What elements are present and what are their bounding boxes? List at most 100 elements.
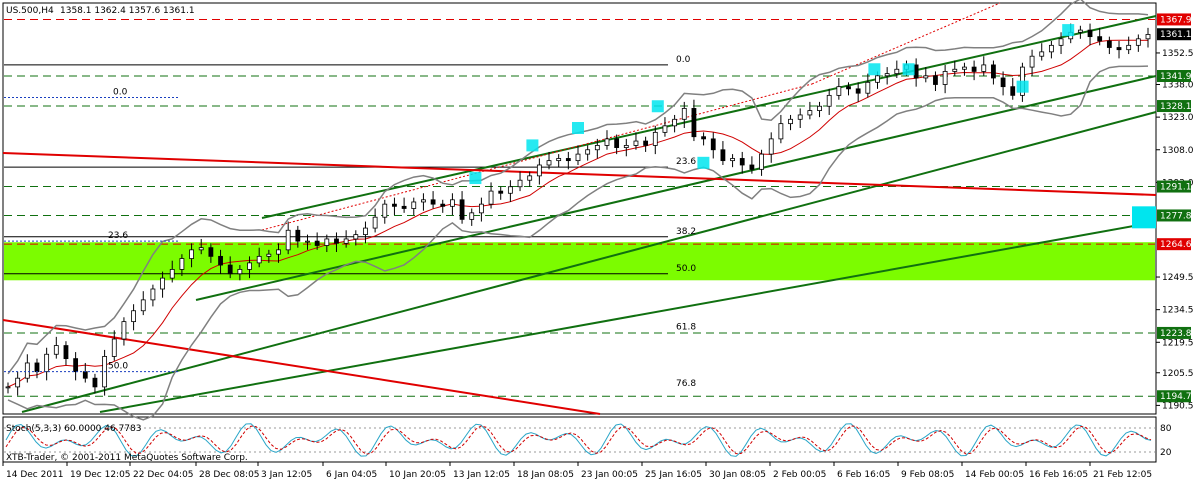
candle-body: [334, 238, 339, 244]
candle-body: [604, 138, 610, 146]
highlight-marker: [1132, 206, 1156, 229]
highlight-marker: [868, 63, 881, 76]
candle-body: [411, 201, 417, 209]
highlight-marker: [651, 100, 664, 113]
level-tag-label: 1223.8: [1160, 329, 1192, 339]
stoch-k-line: [5, 423, 1152, 457]
level-tag: [1157, 70, 1191, 83]
highlight-marker: [1016, 80, 1029, 93]
level-tag-label: 1291.1: [1160, 183, 1192, 193]
candle-body: [73, 358, 79, 373]
candle-body: [498, 190, 504, 194]
current-price-tag: [1157, 28, 1191, 41]
level-tag: [1157, 390, 1191, 403]
candle-body: [1048, 44, 1054, 53]
candle-body: [208, 247, 214, 257]
x-tick-label: 13 Jan 12:05: [453, 470, 510, 480]
x-tick-label: 6 Jan 04:05: [326, 470, 377, 480]
level-tag: [1157, 238, 1191, 251]
cyan-highlights: [469, 24, 1156, 229]
candle-body: [1058, 38, 1064, 46]
y-tick-label: 1205.5: [1162, 369, 1194, 379]
candle-body: [546, 160, 552, 166]
candle-body: [971, 66, 977, 72]
level-tag-label: 1277.8: [1160, 211, 1192, 221]
candle-body: [865, 81, 871, 94]
candle-body: [44, 353, 50, 373]
candle-body: [314, 240, 320, 246]
stochastic-panel: [2, 416, 1157, 463]
x-tick-label: 6 Feb 16:05: [837, 470, 890, 480]
candle-body: [749, 164, 755, 170]
level-tag-label: 1328.1: [1160, 102, 1192, 112]
candle-body: [5, 386, 11, 389]
candle-body: [459, 199, 465, 220]
stochastic-lines: 80 20: [4, 423, 1172, 458]
candle-body: [266, 253, 272, 257]
fibo-label: 0.0: [676, 55, 691, 65]
candle-body: [92, 377, 98, 388]
candle-body: [111, 338, 117, 357]
candle-body: [701, 136, 706, 140]
support-zone: [4, 242, 1155, 281]
candle-body: [981, 64, 987, 72]
candle-body: [730, 158, 735, 162]
lower-band: [7, 65, 1149, 421]
candle-body: [556, 158, 562, 162]
fibo-label: 50.0: [676, 264, 696, 274]
candle-body: [15, 377, 21, 388]
candle-body: [198, 247, 204, 251]
candle-body: [565, 158, 571, 162]
candle-body: [1106, 40, 1112, 48]
candle-body: [710, 138, 716, 151]
fibo-label: 76.8: [676, 379, 696, 389]
level-tag-label: 1367.9: [1160, 15, 1192, 25]
candle-body: [430, 199, 436, 205]
candle-body: [140, 299, 146, 312]
candle-body: [633, 140, 639, 146]
candle-body: [527, 175, 533, 181]
y-tick-label: 1190.5: [1162, 401, 1194, 411]
level-tag-label: 1194.7: [1160, 392, 1192, 402]
candle-body: [218, 255, 223, 266]
highlight-marker: [469, 172, 482, 185]
candle-body: [63, 345, 69, 360]
candle-body: [778, 123, 784, 140]
candle-body: [1000, 77, 1006, 88]
candle-body: [82, 371, 88, 379]
candle-body: [1029, 55, 1035, 68]
y-tick-label: 1234.5: [1162, 306, 1194, 316]
main-plot-area: [2, 2, 1157, 415]
x-tick-label: 22 Dec 04:05: [133, 470, 194, 480]
candle-body: [421, 199, 426, 203]
candle-body: [933, 75, 938, 85]
candle-body: [401, 205, 407, 209]
copyright: XTB-Trader, © 2001-2011 MetaQuotes Softw…: [6, 453, 248, 463]
candle-body: [276, 249, 281, 255]
candle-body: [875, 75, 880, 83]
candle-body: [34, 362, 40, 373]
x-tick-label: 14 Feb 00:05: [965, 470, 1024, 480]
candle-body: [24, 362, 30, 379]
candle-body: [1126, 44, 1132, 51]
candle-body: [952, 68, 958, 72]
candle-body: [797, 114, 803, 120]
candle-body: [836, 86, 842, 96]
x-tick-label: 23 Jan 00:05: [581, 470, 638, 480]
fibo-label: 23.6: [108, 231, 128, 241]
level-tag: [1157, 100, 1191, 113]
level-tag: [1157, 326, 1191, 339]
candle-body: [372, 216, 378, 229]
x-tick-label: 14 Dec 2011: [6, 470, 64, 480]
ohlc-readout: 1358.1 1362.4 1357.6 1361.1: [60, 6, 195, 16]
candle-body: [768, 138, 774, 155]
stoch-tick-label: 80: [1160, 424, 1172, 434]
candle-body: [440, 203, 446, 207]
candle-body: [189, 249, 194, 259]
stochastic-label: Stoch(5,3,3) 60.0000 46.7783: [6, 424, 141, 434]
candle-body: [855, 88, 861, 94]
level-tag: [1157, 180, 1191, 193]
x-tick-label: 30 Jan 08:05: [709, 470, 766, 480]
x-tick-label: 19 Dec 12:05: [70, 470, 131, 480]
x-tick-label: 16 Feb 16:05: [1029, 470, 1088, 480]
